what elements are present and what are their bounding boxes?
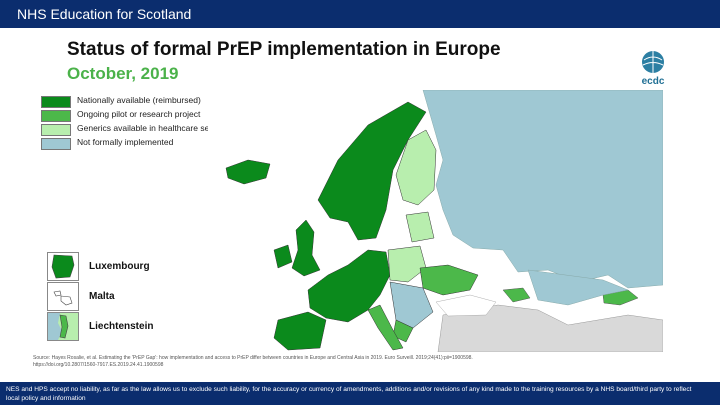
legend-swatch-pilot xyxy=(41,110,71,122)
map-region-central-europe xyxy=(387,245,427,283)
footer-disclaimer: NES and HPS accept no liability, as far … xyxy=(6,386,692,402)
org-name: NHS Education for Scotland xyxy=(17,6,192,22)
legend-swatch-generic xyxy=(41,124,71,136)
map-region-balkans xyxy=(389,281,434,329)
map-region-middle-east xyxy=(437,304,663,352)
legend-swatch-none xyxy=(41,138,71,150)
map-region-western-europe xyxy=(307,249,391,323)
map-region-iberia xyxy=(273,311,327,351)
map-region-ireland xyxy=(273,244,293,269)
map-region-scandinavia xyxy=(317,101,427,241)
legend-label-none: Not formally implemented xyxy=(77,137,174,147)
map-region-black-sea xyxy=(435,294,497,317)
map-region-russia xyxy=(422,90,663,289)
inset-label-liechtenstein: Liechtenstein xyxy=(89,321,154,332)
map-region-baltics xyxy=(405,211,435,243)
inset-map-liechtenstein xyxy=(47,312,79,341)
source-citation: Source: Hayes Rosalie, et al. Estimating… xyxy=(33,355,473,368)
inset-map-malta xyxy=(47,282,79,311)
slide-subtitle: October, 2019 xyxy=(67,64,179,83)
slide-content: Status of formal PrEP implementation in … xyxy=(13,30,707,368)
map-region-italy xyxy=(367,304,404,351)
logo-text: ecdc xyxy=(642,76,665,87)
europe-map xyxy=(208,90,663,352)
inset-label-malta: Malta xyxy=(89,291,115,302)
inset-map-luxembourg xyxy=(47,252,79,281)
legend-swatch-national xyxy=(41,96,71,108)
legend-label-generic: Generics available in healthcare setting… xyxy=(77,123,312,133)
map-region-balkans-pilot xyxy=(392,319,414,343)
slide-title: Status of formal PrEP implementation in … xyxy=(67,39,501,60)
legend-label-national: Nationally available (reimbursed) xyxy=(77,95,201,105)
inset-label-luxembourg: Luxembourg xyxy=(89,261,150,272)
map-region-caucasus xyxy=(502,287,531,303)
map-region-uk xyxy=(291,219,321,277)
map-region-finland xyxy=(395,129,437,206)
footer-bar: NES and HPS accept no liability, as far … xyxy=(0,382,720,405)
legend-label-pilot: Ongoing pilot or research project xyxy=(77,109,201,119)
ecdc-logo: ecdc xyxy=(642,51,665,87)
map-region-central-asia xyxy=(527,269,629,306)
header-bar: NHS Education for Scotland xyxy=(0,0,720,28)
map-region-iceland xyxy=(225,159,271,185)
